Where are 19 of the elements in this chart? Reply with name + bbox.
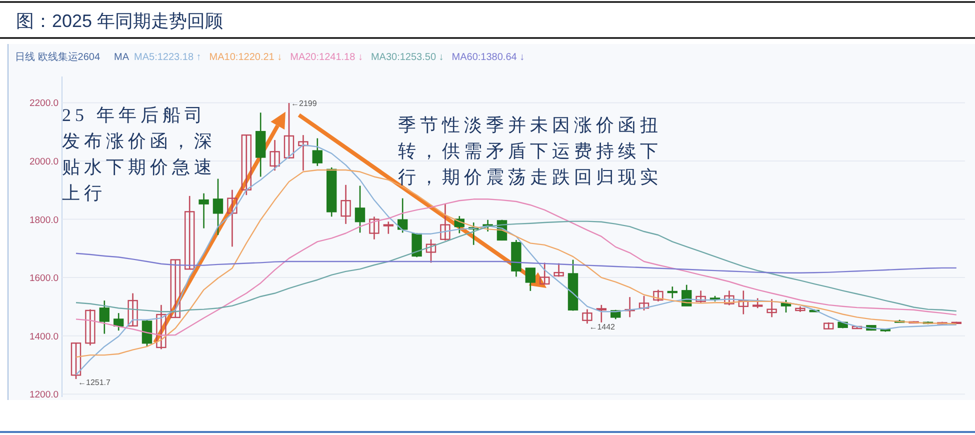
y-tick-label: 1200.0: [29, 390, 59, 401]
annotation: ←1251.7: [78, 378, 112, 388]
y-tick-label: 1600.0: [29, 273, 59, 284]
y-tick-label: 2000.0: [29, 156, 59, 168]
chart-subtitle: 日线 欧线集运2604: [15, 51, 100, 63]
annotation: 25 年年后船司发布涨价函，深贴水下期价急速上行: [62, 104, 217, 205]
text: MA60:1380.64 ↓: [452, 52, 525, 63]
y-tick-label: 2200.0: [29, 98, 59, 110]
text: MA30:1253.50 ↓: [370, 52, 444, 63]
y-tick-label: 1400.0: [29, 331, 59, 342]
chart-title: 图：2025 年同期走势回顾: [16, 11, 224, 31]
legend-title: MA: [114, 52, 130, 63]
text: MA20:1241.18 ↓: [290, 52, 363, 63]
annotation: ←2199: [291, 99, 318, 108]
text: MA5:1223.18 ↑: [134, 52, 202, 63]
y-tick-label: 1800.0: [29, 214, 59, 226]
text: MA10:1220.21 ↓: [209, 52, 282, 63]
annotation: ←1442: [589, 322, 616, 332]
annotation: 季节性淡季并未因涨价函扭转，供需矛盾下运费持续下行，期价震荡走跌回归现实: [398, 114, 663, 189]
